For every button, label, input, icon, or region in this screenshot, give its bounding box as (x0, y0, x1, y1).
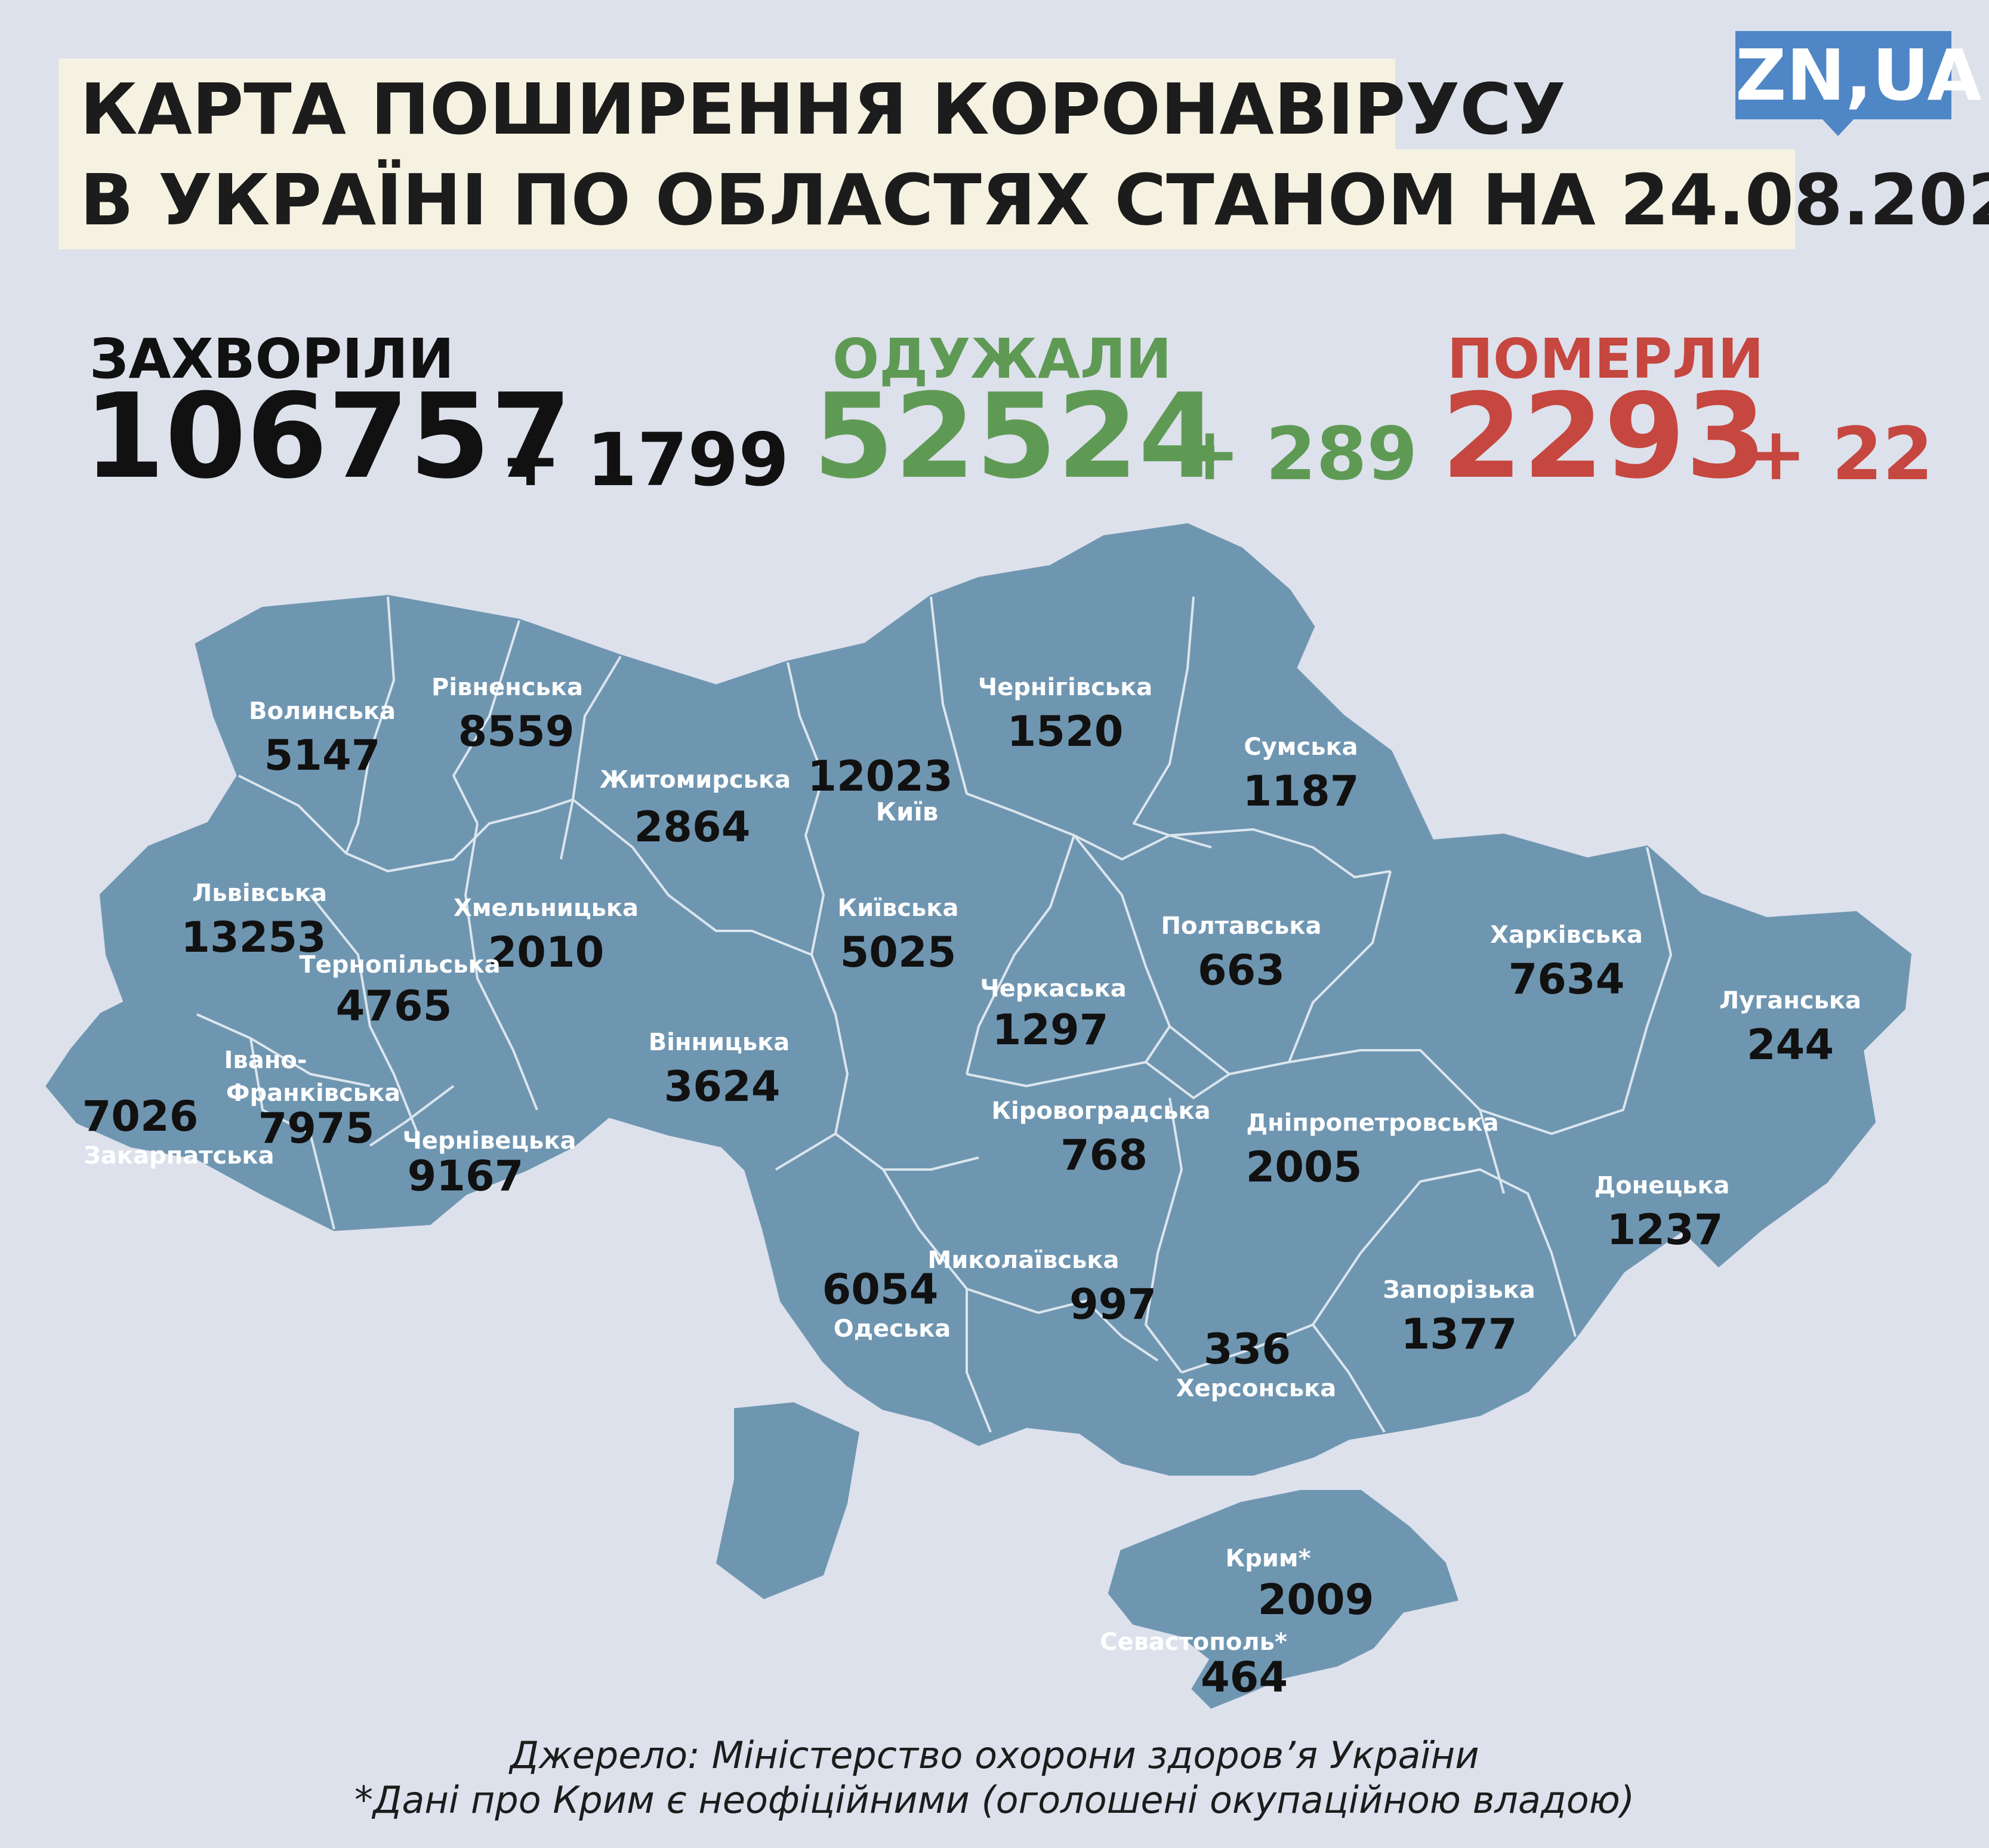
region-26-value: 464 (1201, 1653, 1288, 1702)
region-1-label: Рівненська (431, 674, 583, 701)
recovered-value: 52524 (813, 369, 1220, 505)
title-line-1: КАРТА ПОШИРЕННЯ КОРОНАВІРУСУ (58, 58, 1566, 159)
infected-delta: + 1799 (500, 418, 790, 502)
region-20-value: 1237 (1607, 1205, 1723, 1254)
region-25-value: 2009 (1258, 1575, 1374, 1624)
infected-value: 106757 (84, 369, 572, 505)
region-3-value: 12023 (807, 752, 953, 801)
kinburn-spit-shape (716, 1402, 859, 1599)
region-10-label: Полтавська (1161, 912, 1322, 940)
region-21-label: Одеська (834, 1315, 951, 1343)
region-21-value: 6054 (822, 1265, 939, 1314)
region-7-value: 2010 (488, 928, 605, 977)
region-13-label: Черкаська (980, 975, 1126, 1002)
region-14-label: Вінницька (649, 1029, 790, 1056)
region-12-value: 244 (1747, 1020, 1834, 1069)
oblast-borders (196, 596, 1672, 1433)
region-3-label: Київ (876, 797, 939, 826)
region-10-value: 663 (1198, 946, 1285, 995)
region-14-value: 3624 (664, 1062, 781, 1111)
region-11-value: 7634 (1509, 955, 1625, 1004)
region-11-label: Харківська (1490, 921, 1643, 949)
region-18-label: Кіровоградська (991, 1097, 1210, 1125)
region-22-label: Миколаївська (928, 1247, 1120, 1274)
title-line-2: В УКРАЇНІ ПО ОБЛАСТЯХ СТАНОМ НА 24.08.20… (58, 149, 1989, 249)
region-19-label: Дніпропетровська (1246, 1109, 1498, 1137)
region-2-value: 2864 (634, 803, 751, 852)
crimea-disclaimer: *Дані про Крим є неофіційними (оголошені… (354, 1778, 1635, 1822)
region-15-label-2: Франківська (226, 1079, 400, 1107)
region-18-value: 768 (1060, 1131, 1148, 1180)
region-20-label: Донецька (1595, 1172, 1730, 1199)
infected-label: ЗАХВОРІЛИ (90, 327, 454, 391)
region-0-label: Волинська (249, 698, 396, 725)
recovered-delta: + 289 (1179, 412, 1418, 496)
died-label: ПОМЕРЛИ (1447, 327, 1764, 391)
region-15-label: Івано- (224, 1047, 307, 1074)
region-5-label: Сумська (1244, 733, 1358, 761)
region-16-label: Закарпатська (84, 1142, 274, 1170)
region-17-label: Чернівецька (403, 1127, 576, 1155)
region-5-value: 1187 (1243, 767, 1359, 816)
logo-speech-tail-icon (1821, 118, 1855, 136)
region-22-value: 997 (1069, 1280, 1157, 1329)
region-1-value: 8559 (458, 707, 575, 756)
region-9-label: Київська (838, 894, 959, 922)
died-value: 2293 (1441, 369, 1767, 505)
mainland-shape (45, 523, 1912, 1476)
region-7-label: Хмельницька (454, 894, 639, 922)
region-8-label: Тернопільська (299, 951, 500, 979)
region-24-value: 1377 (1401, 1310, 1518, 1359)
recovered-label: ОДУЖАЛИ (832, 327, 1172, 391)
region-8-value: 4765 (336, 982, 452, 1031)
region-9-value: 5025 (840, 928, 957, 977)
region-13-value: 1297 (992, 1005, 1109, 1054)
region-4-value: 1520 (1007, 707, 1124, 756)
logo[interactable]: ZN,UA (1735, 31, 1982, 119)
region-16-value: 7026 (82, 1092, 199, 1141)
region-4-label: Чернігівська (978, 674, 1153, 701)
region-23-label: Херсонська (1176, 1375, 1337, 1402)
region-26-label: Севастополь* (1100, 1628, 1287, 1656)
died-delta: + 22 (1746, 412, 1934, 496)
region-17-value: 9167 (408, 1152, 524, 1201)
source-note: Джерело: Міністерство охорони здоров’я У… (510, 1733, 1479, 1777)
region-24-label: Запорізька (1383, 1276, 1535, 1304)
region-12-label: Луганська (1719, 987, 1861, 1014)
region-15-value: 7975 (258, 1104, 375, 1153)
region-19-value: 2005 (1246, 1143, 1362, 1192)
region-23-value: 336 (1204, 1325, 1291, 1374)
region-25-label: Крим* (1226, 1545, 1311, 1572)
region-0-value: 5147 (264, 731, 381, 780)
region-2-label: Житомирська (600, 766, 791, 794)
crimea-shape (1108, 1490, 1458, 1709)
region-6-value: 13253 (181, 913, 326, 962)
region-6-label: Львівська (192, 880, 327, 907)
